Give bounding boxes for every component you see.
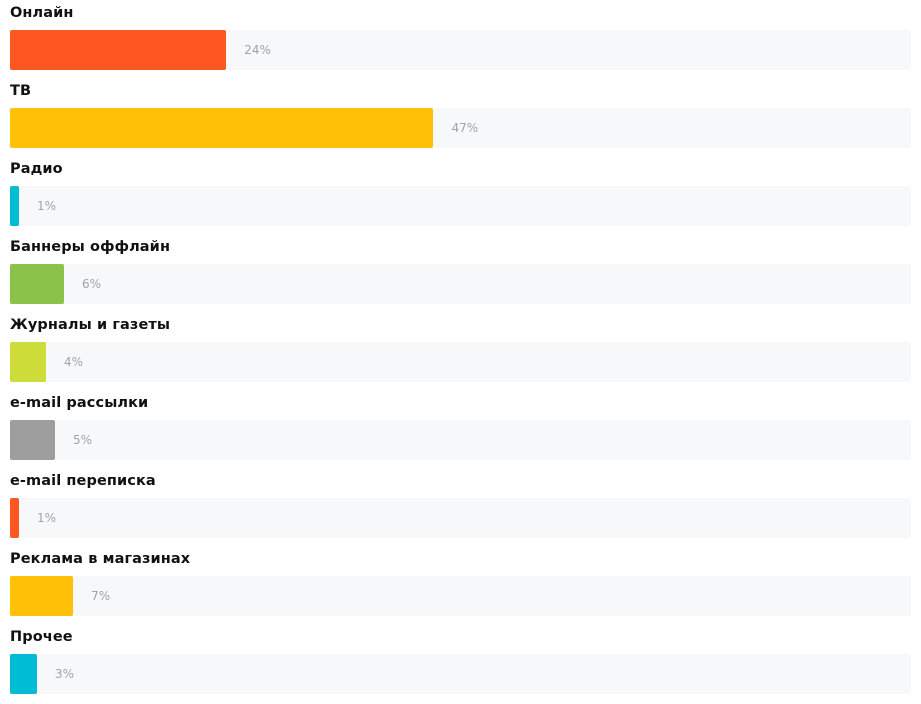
value-label: 6%: [82, 277, 102, 291]
value-label: 47%: [451, 121, 479, 135]
bar-track: 5%: [10, 420, 911, 460]
horizontal-bar-chart: Онлайн 24% ТВ 47% Радио 1% Баннеры оффлайн 6% Жу…: [10, 0, 911, 702]
category-label: e-mail переписка: [10, 473, 156, 489]
category-label: ТВ: [10, 83, 32, 99]
chart-row: Реклама в магазинах 7%: [10, 546, 911, 624]
bar: [10, 420, 56, 460]
bar-track: 7%: [10, 576, 911, 616]
bar: [10, 654, 38, 694]
value-label: 4%: [64, 355, 84, 369]
value-label: 3%: [55, 667, 75, 681]
category-label: Баннеры оффлайн: [10, 239, 171, 255]
bar: [10, 264, 65, 304]
value-label: 5%: [73, 433, 93, 447]
bar-track: 1%: [10, 186, 911, 226]
bar-track: 3%: [10, 654, 911, 694]
chart-row: Онлайн 24%: [10, 0, 911, 78]
bar: [10, 576, 74, 616]
bar-track: 47%: [10, 108, 911, 148]
value-label: 1%: [37, 199, 57, 213]
bar: [10, 186, 19, 226]
value-label: 24%: [244, 43, 271, 57]
category-label: Реклама в магазинах: [10, 551, 191, 567]
category-label: Радио: [10, 161, 63, 177]
category-label: Журналы и газеты: [10, 317, 171, 333]
category-label: Прочее: [10, 629, 73, 645]
bar: [10, 498, 19, 538]
value-label: 1%: [37, 511, 57, 525]
chart-row: Прочее 3%: [10, 624, 911, 702]
bar-track: 4%: [10, 342, 911, 382]
chart-row: Журналы и газеты 4%: [10, 312, 911, 390]
bar: [10, 30, 227, 70]
category-label: e-mail рассылки: [10, 395, 149, 411]
chart-row: e-mail рассылки 5%: [10, 390, 911, 468]
bar: [10, 342, 47, 382]
chart-row: Радио 1%: [10, 156, 911, 234]
chart-row: Баннеры оффлайн 6%: [10, 234, 911, 312]
value-label: 7%: [91, 589, 111, 603]
bar: [10, 108, 434, 148]
bar-track: 24%: [10, 30, 911, 70]
chart-row: ТВ 47%: [10, 78, 911, 156]
bar-track: 6%: [10, 264, 911, 304]
category-label: Онлайн: [10, 5, 74, 21]
bar-track: 1%: [10, 498, 911, 538]
chart-row: e-mail переписка 1%: [10, 468, 911, 546]
